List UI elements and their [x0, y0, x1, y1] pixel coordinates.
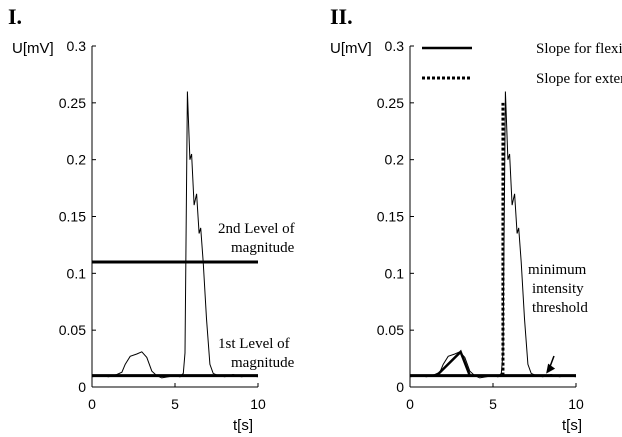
level-one-label-line1: 1st Level of: [218, 336, 290, 352]
level-two-label-line2: magnitude: [231, 240, 295, 256]
y-tick-label: 0.25: [59, 95, 86, 111]
y-tick-label: 0: [78, 379, 86, 395]
y-tick-label: 0.15: [377, 209, 404, 225]
panel-one-xlabel: t[s]: [233, 417, 253, 434]
x-tick-label: 10: [250, 396, 266, 412]
panel-one-label: I.: [8, 4, 22, 29]
y-tick-label: 0.2: [385, 152, 405, 168]
y-tick-label: 0.3: [385, 38, 405, 54]
y-tick-label: 0.1: [67, 265, 87, 281]
level-one-label-line2: magnitude: [231, 355, 295, 371]
emg-signal-line: [409, 91, 577, 379]
panel-one-ylabel: U[mV]: [12, 40, 54, 57]
x-tick-label: 0: [406, 396, 414, 412]
y-tick-label: 0.05: [377, 322, 404, 338]
x-tick-label: 10: [568, 396, 584, 412]
panel-two-ylabel: U[mV]: [330, 40, 372, 57]
panel-two: II. U[mV] t[s] Slope for flexion Slope f…: [330, 4, 622, 434]
x-tick-label: 5: [171, 396, 179, 412]
legend-extension-label: Slope for extension: [536, 71, 622, 87]
threshold-label-line3: threshold: [532, 300, 588, 316]
threshold-label-line2: intensity: [532, 281, 584, 297]
x-tick-label: 5: [489, 396, 497, 412]
y-tick-label: 0.2: [67, 152, 87, 168]
threshold-label-line1: minimum: [528, 262, 587, 278]
x-tick-label: 0: [88, 396, 96, 412]
y-tick-label: 0.3: [67, 38, 87, 54]
y-tick-label: 0: [396, 379, 404, 395]
y-tick-label: 0.15: [59, 209, 86, 225]
y-tick-label: 0.1: [385, 265, 405, 281]
panel-two-xlabel: t[s]: [562, 417, 582, 434]
level-two-label-line1: 2nd Level of: [218, 221, 295, 237]
legend-flexion-label: Slope for flexion: [536, 41, 622, 57]
y-tick-label: 0.25: [377, 95, 404, 111]
threshold-arrow-head: [546, 363, 556, 374]
y-tick-label: 0.05: [59, 322, 86, 338]
flexion-slope-line: [435, 349, 471, 377]
panel-one: I. U[mV] t[s] 2nd Level of magnitude 1st…: [8, 4, 295, 434]
panel-two-label: II.: [330, 4, 353, 29]
